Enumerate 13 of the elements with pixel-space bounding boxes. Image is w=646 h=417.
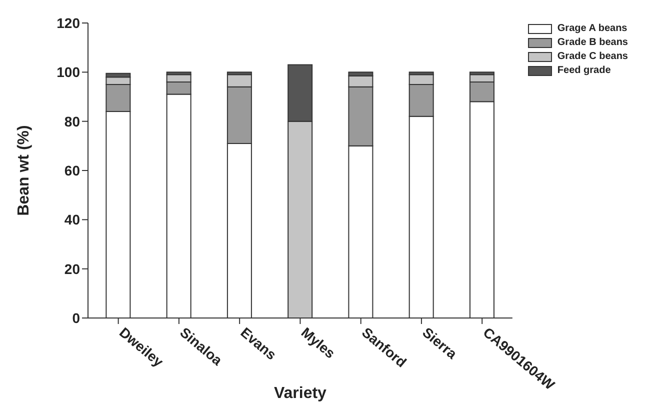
y-tick-label: 40	[64, 212, 80, 228]
legend-label: Grade B beans	[557, 37, 628, 48]
y-tick-label: 120	[56, 14, 80, 31]
y-axis-title: Bean wt (%)	[16, 125, 33, 216]
legend-label: Feed grade	[557, 65, 611, 76]
x-axis-title: Variety	[274, 385, 327, 402]
y-tick-label: 100	[56, 64, 80, 80]
legend-label: Grage A beans	[557, 23, 628, 34]
legend-label: Grade C beans	[557, 51, 628, 62]
y-tick-label: 20	[64, 260, 80, 277]
y-tick-label: 80	[64, 113, 80, 130]
y-tick-label: 0	[72, 310, 80, 326]
y-tick-label: 60	[64, 162, 80, 178]
